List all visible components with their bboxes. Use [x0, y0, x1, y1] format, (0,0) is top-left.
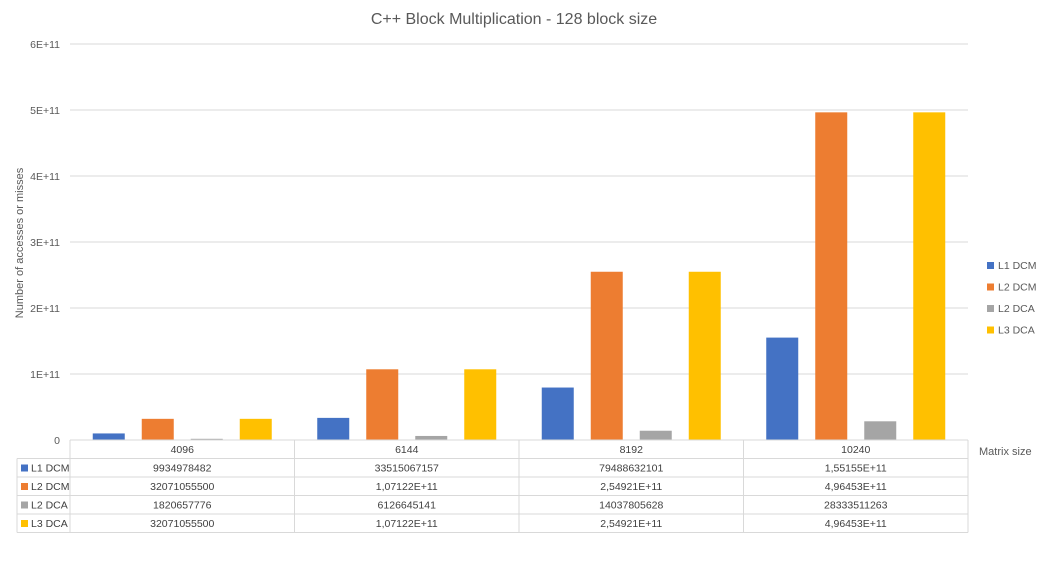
y-axis-ticks: 0 1E+11 2E+11 3E+11 4E+11 5E+11 6E+11 — [30, 39, 60, 447]
table-cell: 32071055500 — [150, 481, 214, 493]
bars — [92, 112, 946, 441]
bar — [239, 418, 272, 440]
table-cell: 1,55155E+11 — [825, 463, 887, 475]
bar — [190, 438, 223, 440]
table-legend-swatch — [21, 483, 28, 490]
legend-label: L2 DCM — [998, 282, 1037, 294]
table-cell: 14037805628 — [599, 500, 663, 512]
table-cell: 6126645141 — [378, 500, 437, 512]
table-cell: 4,96453E+11 — [825, 481, 887, 493]
table-cell: 28333511263 — [824, 500, 888, 512]
table-cell: 4,96453E+11 — [825, 518, 887, 530]
bar — [541, 387, 574, 440]
table-row-label: L2 DCA — [31, 500, 68, 512]
table-row-label: L3 DCA — [31, 518, 68, 530]
bar — [864, 421, 897, 440]
y-tick-label: 3E+11 — [30, 237, 60, 249]
table-cell: 9934978482 — [153, 463, 212, 475]
table-cell: 2,54921E+11 — [600, 518, 662, 530]
y-axis-label: Number of accesses or misses — [14, 167, 26, 318]
y-tick-label: 5E+11 — [30, 105, 60, 117]
table-legend-swatch — [21, 520, 28, 527]
legend: L1 DCM L2 DCM L2 DCA L3 DCA — [987, 260, 1037, 337]
data-table: 4096 6144 8192 10240 L1 DCM 9934978482 3351506… — [16, 439, 969, 533]
legend-swatch — [987, 305, 994, 312]
y-tick-label: 2E+11 — [30, 303, 60, 315]
bar — [415, 435, 448, 440]
bar — [366, 369, 399, 440]
table-cell: 2,54921E+11 — [600, 481, 662, 493]
x-axis-label: Matrix size — [979, 446, 1032, 458]
bar — [688, 271, 721, 440]
table-legend-swatch — [21, 501, 28, 509]
bar — [317, 417, 350, 440]
legend-swatch — [987, 262, 994, 269]
table-cell: 32071055500 — [150, 518, 214, 530]
bar — [92, 433, 125, 440]
table-cell: 1,07122E+11 — [376, 518, 438, 530]
y-tick-label: 0 — [54, 435, 60, 447]
legend-label: L3 DCA — [998, 325, 1035, 337]
table-legend-swatch — [21, 464, 28, 472]
x-tick-label: 4096 — [171, 444, 195, 456]
bar — [141, 418, 174, 440]
legend-swatch — [987, 283, 994, 291]
y-tick-label: 6E+11 — [30, 39, 60, 51]
table-row-label: L1 DCM — [31, 463, 70, 475]
y-tick-label: 1E+11 — [30, 369, 60, 381]
bar — [913, 112, 946, 441]
legend-label: L1 DCM — [998, 260, 1037, 272]
x-tick-label: 10240 — [841, 444, 870, 456]
legend-swatch — [987, 326, 994, 334]
bar — [590, 271, 623, 440]
table-row-label: L2 DCM — [31, 481, 70, 493]
y-tick-label: 4E+11 — [30, 171, 60, 183]
bar — [766, 337, 799, 440]
legend-label: L2 DCA — [998, 303, 1035, 315]
x-tick-label: 8192 — [620, 444, 644, 456]
table-cell: 1,07122E+11 — [376, 481, 438, 493]
x-tick-label: 6144 — [395, 444, 419, 456]
table-cell: 79488632101 — [599, 463, 663, 475]
bar — [815, 112, 848, 441]
chart-title: C++ Block Multiplication - 128 block siz… — [371, 11, 657, 28]
gridlines — [70, 43, 968, 441]
table-cell: 1820657776 — [153, 500, 212, 512]
table-cell: 33515067157 — [375, 463, 439, 475]
bar — [639, 430, 672, 440]
bar — [464, 369, 497, 440]
